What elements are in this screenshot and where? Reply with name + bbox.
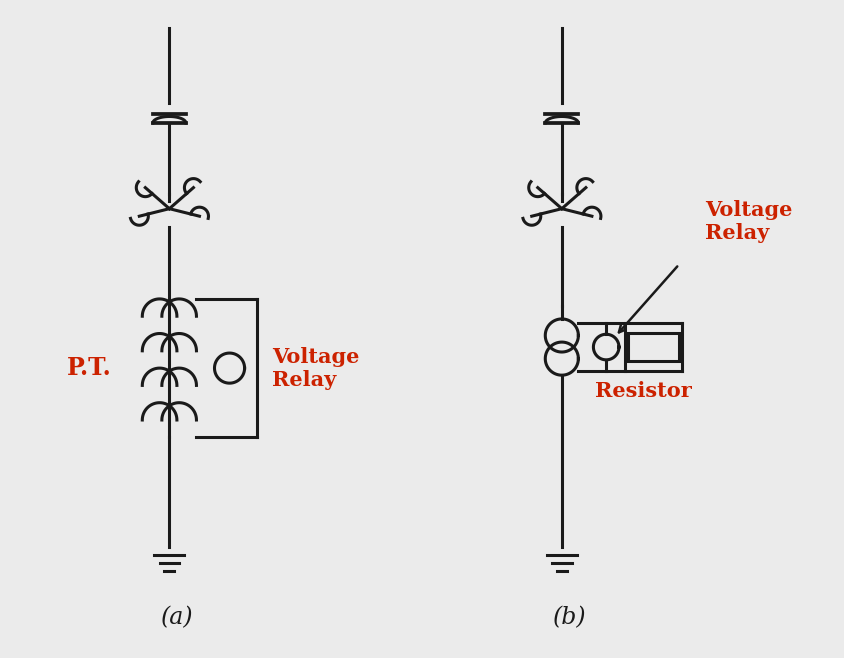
Bar bbox=[628, 333, 679, 361]
Text: (b): (b) bbox=[553, 606, 586, 629]
Text: P.T.: P.T. bbox=[68, 356, 112, 380]
Text: Voltage
Relay: Voltage Relay bbox=[272, 347, 359, 390]
Text: Voltage
Relay: Voltage Relay bbox=[705, 200, 792, 243]
Text: (a): (a) bbox=[160, 606, 193, 629]
Text: Resistor: Resistor bbox=[595, 381, 692, 401]
